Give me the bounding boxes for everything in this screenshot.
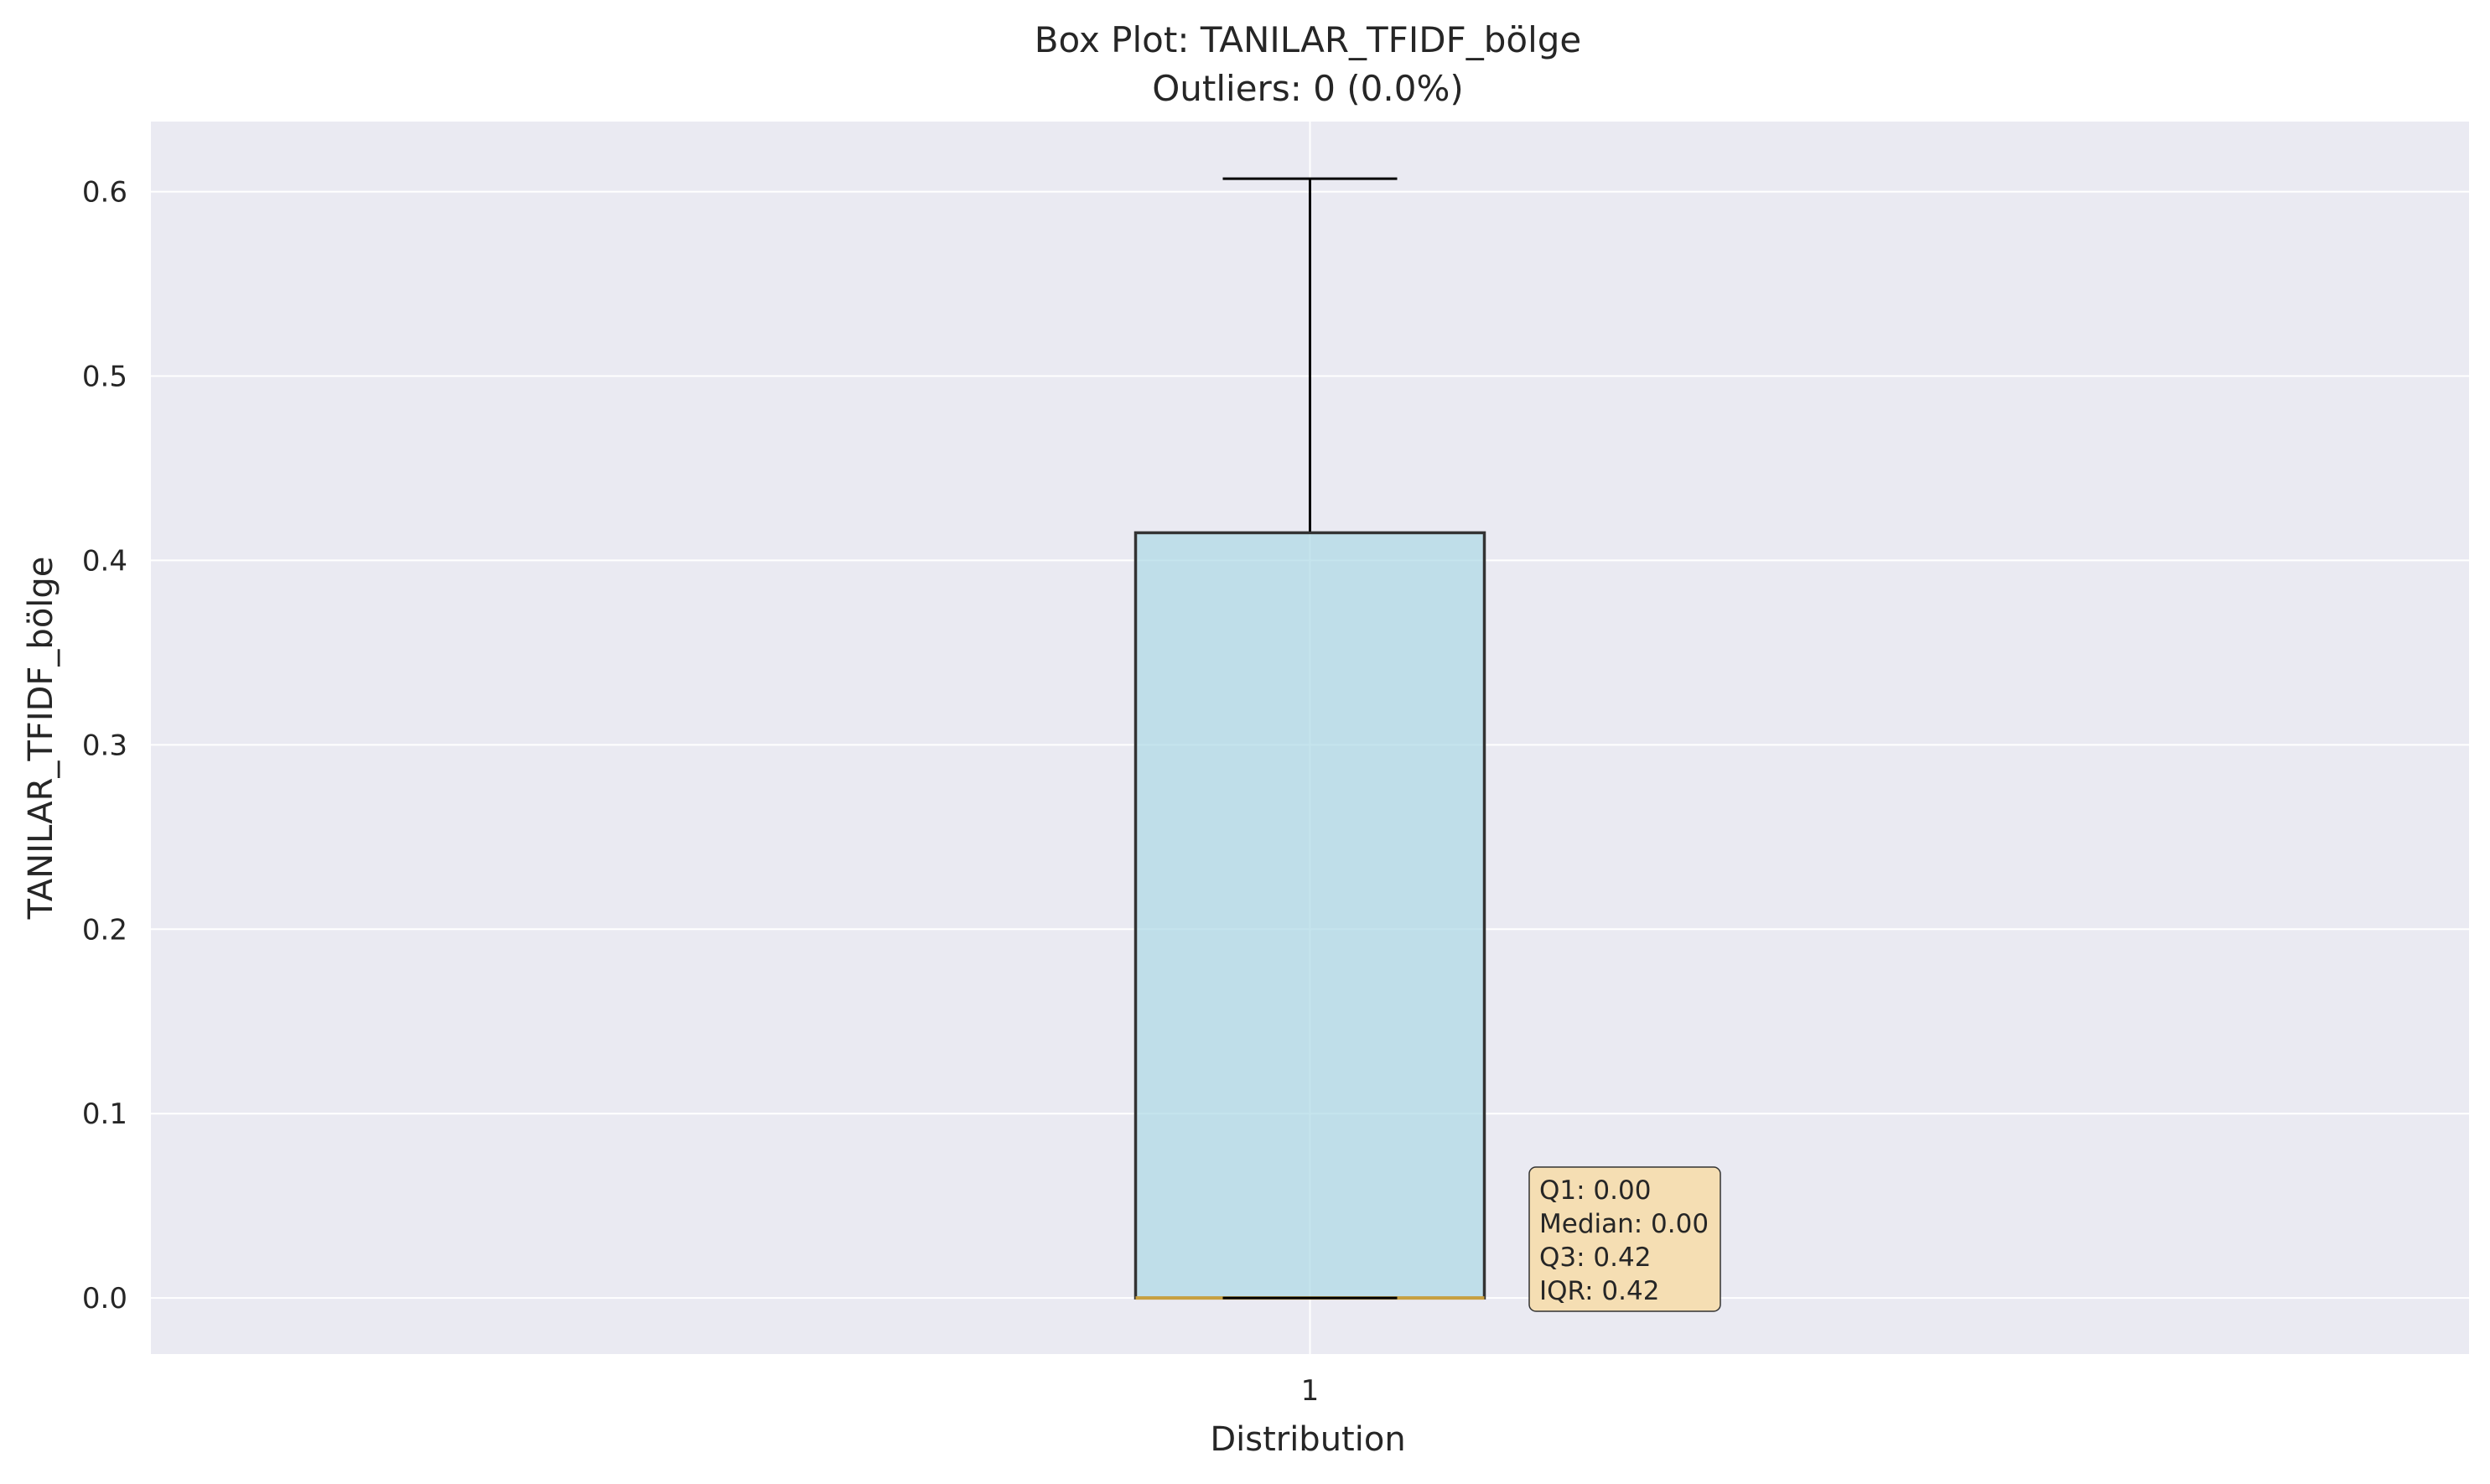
y-axis-ticks: 0.0 0.1 0.2 0.3 0.4 0.5 0.6 — [82, 176, 127, 1316]
stats-annotation: Q1: 0.00 Median: 0.00 Q3: 0.42 IQR: 0.42 — [1528, 1166, 1721, 1312]
y-axis-label: TANILAR_TFIDF_bölge — [22, 557, 60, 921]
y-tick-label: 0.0 — [82, 1282, 127, 1315]
box-group — [1133, 177, 1486, 1300]
stats-line-q3: Q3: 0.42 — [1539, 1243, 1651, 1273]
stats-line-median: Median: 0.00 — [1539, 1209, 1709, 1239]
stats-line-iqr: IQR: 0.42 — [1539, 1276, 1659, 1306]
stats-box-background — [1528, 1166, 1721, 1312]
y-tick-label: 0.1 — [82, 1097, 127, 1131]
y-tick-label: 0.5 — [82, 361, 127, 394]
x-axis-ticks: 1 — [1301, 1374, 1320, 1408]
y-tick-label: 0.2 — [82, 913, 127, 947]
chart-title: Box Plot: TANILAR_TFIDF_bölge — [1035, 19, 1582, 60]
box-iqr — [1133, 531, 1486, 1300]
x-axis-label: Distribution — [1210, 1420, 1405, 1459]
chart-subtitle: Outliers: 0 (0.0%) — [1152, 68, 1464, 109]
x-tick-label: 1 — [1301, 1374, 1320, 1408]
stats-line-q1: Q1: 0.00 — [1539, 1175, 1651, 1206]
y-tick-label: 0.3 — [82, 729, 127, 762]
y-tick-label: 0.4 — [82, 544, 127, 578]
y-tick-label: 0.6 — [82, 176, 127, 210]
